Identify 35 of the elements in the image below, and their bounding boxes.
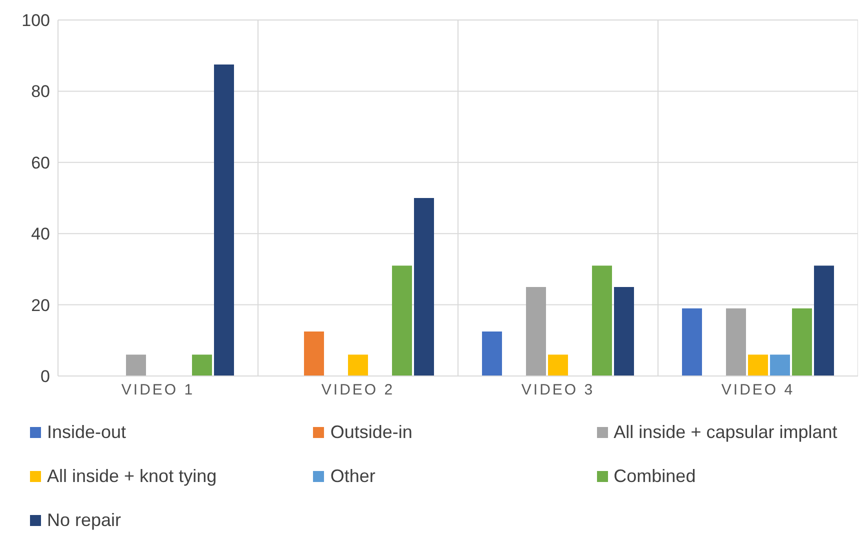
legend-label: All inside + capsular implant bbox=[614, 422, 838, 442]
bar bbox=[304, 332, 324, 376]
bar bbox=[682, 308, 702, 376]
bar bbox=[526, 287, 546, 376]
bar bbox=[614, 287, 634, 376]
bar bbox=[214, 64, 234, 376]
x-tick-label: VIDEO 1 bbox=[121, 382, 195, 399]
legend-label: No repair bbox=[47, 510, 122, 530]
x-tick-label: VIDEO 4 bbox=[721, 382, 795, 399]
bar bbox=[770, 354, 790, 376]
y-tick-label: 0 bbox=[40, 367, 50, 386]
y-tick-label: 100 bbox=[22, 11, 50, 30]
bar bbox=[548, 354, 568, 376]
bar bbox=[792, 308, 812, 376]
bar bbox=[726, 308, 746, 376]
bar bbox=[482, 332, 502, 376]
legend-label: Combined bbox=[614, 466, 696, 486]
legend-label: Outside-in bbox=[330, 422, 412, 442]
y-tick-label: 60 bbox=[31, 153, 50, 172]
x-tick-label: VIDEO 3 bbox=[521, 382, 595, 399]
y-tick-label: 40 bbox=[31, 224, 50, 244]
legend-label: All inside + knot tying bbox=[47, 466, 217, 486]
legend-label: Other bbox=[330, 466, 376, 486]
y-tick-label: 20 bbox=[31, 296, 50, 315]
y-tick-label: 80 bbox=[31, 82, 50, 102]
bar bbox=[392, 266, 412, 376]
legend-label: Inside-out bbox=[47, 422, 126, 442]
bar bbox=[414, 198, 434, 376]
bar bbox=[592, 266, 612, 376]
bar bbox=[748, 354, 768, 376]
bar bbox=[192, 354, 212, 376]
x-tick-label: VIDEO 2 bbox=[321, 382, 395, 399]
bar bbox=[126, 354, 146, 376]
bar bbox=[814, 266, 834, 376]
bar bbox=[348, 354, 368, 376]
